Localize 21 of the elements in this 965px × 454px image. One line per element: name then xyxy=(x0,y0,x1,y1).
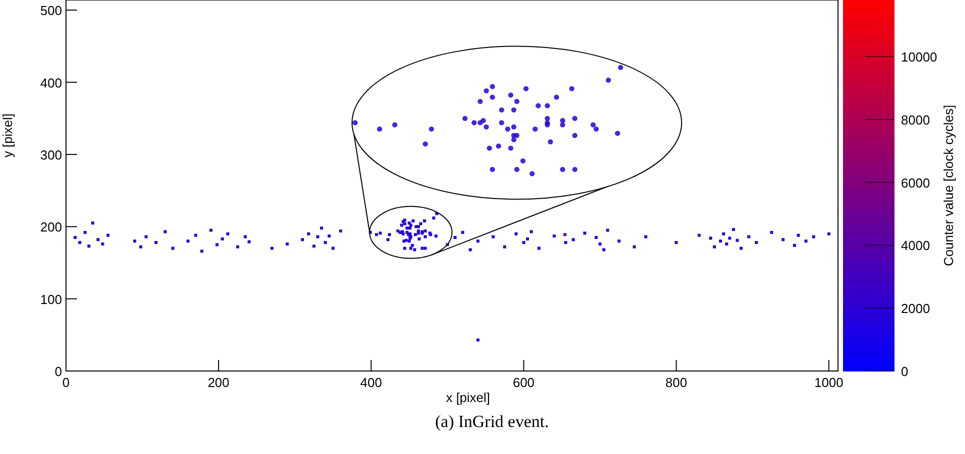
y-tick-label: 500 xyxy=(40,3,62,18)
x-tick-label: 200 xyxy=(208,375,230,390)
text: (a) InGrid event. xyxy=(435,412,549,431)
color-bar-title: Counter value [clock cycles] xyxy=(941,104,956,266)
y-tick-label: 100 xyxy=(40,292,62,307)
y-tick-label: 0 xyxy=(54,364,62,379)
x-tick-label: 800 xyxy=(665,375,688,390)
color-bar-label: 10000 xyxy=(901,50,938,65)
y-tick-label: 200 xyxy=(40,220,62,235)
color-bar-label: 0 xyxy=(901,364,908,379)
color-bar-label: 6000 xyxy=(901,175,930,190)
x-tick-label: 1000 xyxy=(814,375,844,390)
color-bar-label: 4000 xyxy=(901,238,930,254)
x-axis-title: x [pixel] xyxy=(446,390,490,405)
y-tick-label: 400 xyxy=(40,75,62,90)
x-tick-label: 400 xyxy=(360,375,382,390)
y-axis-title: y [pixel] xyxy=(0,113,15,158)
y-tick-label: 300 xyxy=(40,147,62,162)
color-bar-label: 8000 xyxy=(901,112,930,128)
color-bar-label: 2000 xyxy=(901,301,930,316)
x-tick-label: 600 xyxy=(512,375,535,390)
